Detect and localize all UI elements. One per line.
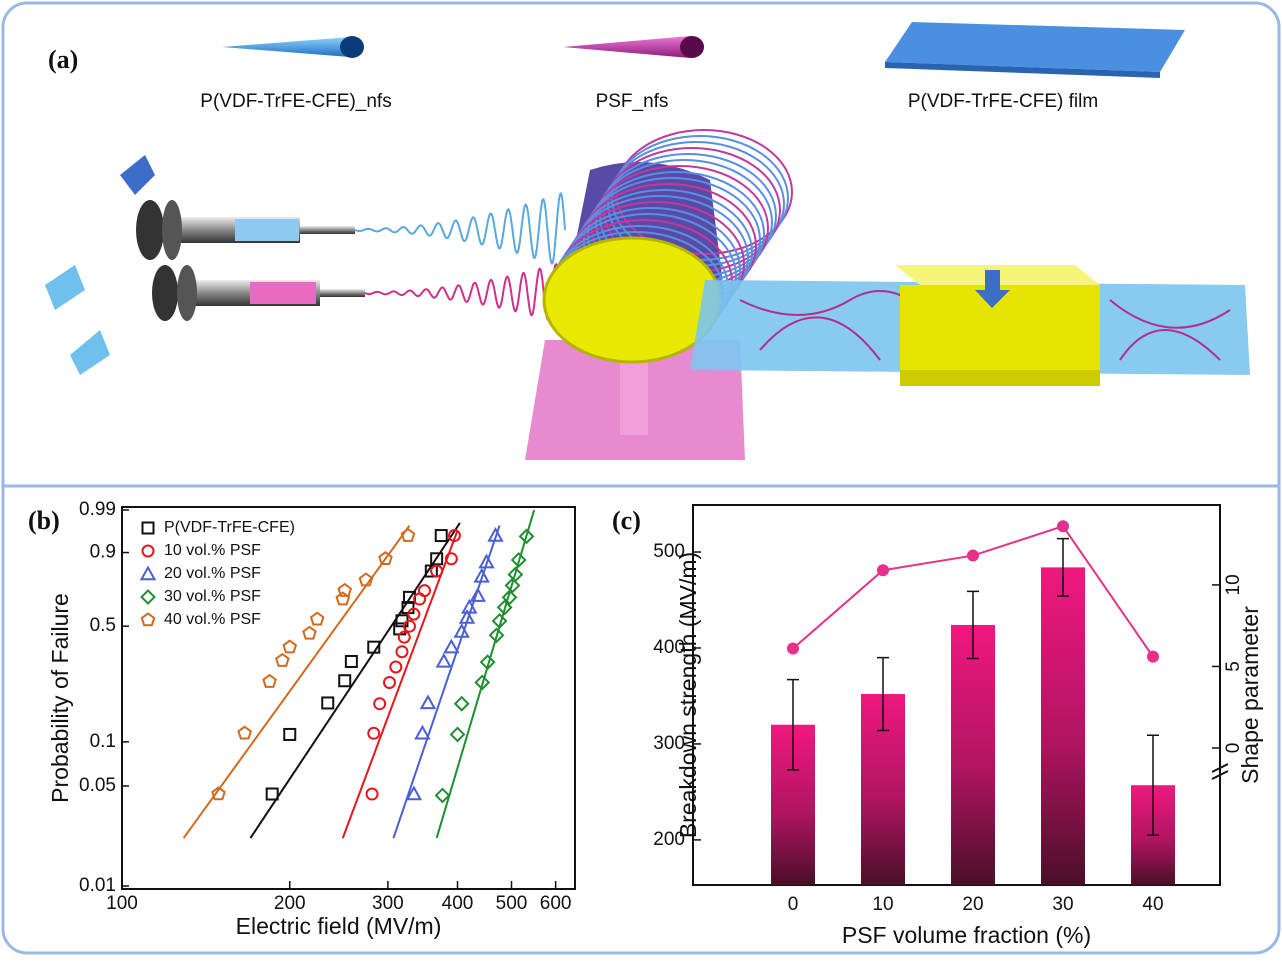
bar — [1041, 567, 1085, 885]
point — [368, 728, 379, 739]
y-axis-label: Probability of Failure — [47, 593, 73, 803]
point — [419, 585, 430, 596]
x-tick-label: 10 — [872, 894, 893, 915]
panel-label: (b) — [28, 506, 60, 535]
legend-marker — [142, 568, 155, 580]
point — [445, 641, 458, 653]
point — [877, 564, 889, 576]
y-tick-label: 0.1 — [90, 731, 116, 752]
legend-label: 10 vol.% PSF — [164, 542, 261, 559]
legend-label: 30 vol.% PSF — [164, 588, 261, 605]
point — [384, 677, 395, 688]
point — [967, 550, 979, 562]
legend-marker — [142, 614, 154, 626]
legend-marker — [143, 523, 154, 534]
weibull-plot: 100 200 300 400 500 600 0.01 0.05 0.1 0.5 0.9 0.99 E… — [28, 499, 575, 939]
legend-marker — [143, 546, 154, 557]
legend-label: P(VDF-TrFE-CFE) — [164, 519, 295, 536]
point — [284, 729, 295, 740]
y-tick-label: 0.99 — [79, 499, 116, 520]
point — [1057, 520, 1069, 532]
legend-label: P(VDF-TrFE-CFE) film — [908, 91, 1098, 112]
y-tick-label: 0.5 — [90, 615, 116, 636]
figure: (a) P(VDF-TrFE-CFE)_nfs PSF_nfs P(VDF-Tr… — [0, 0, 1282, 956]
schematic — [45, 22, 1250, 460]
point — [238, 727, 250, 739]
x-tick-label: 30 — [1052, 894, 1073, 915]
panel-label: (a) — [48, 45, 78, 74]
x-tick-label: 400 — [442, 893, 474, 914]
point — [396, 646, 407, 657]
y2-tick-label: 10 — [1223, 574, 1244, 595]
point — [390, 661, 401, 672]
point — [471, 589, 484, 601]
point — [455, 697, 468, 710]
legend-label: 20 vol.% PSF — [164, 565, 261, 582]
point — [263, 675, 275, 687]
point — [367, 789, 378, 800]
point — [303, 627, 315, 639]
y-tick-label: 0.05 — [79, 775, 116, 796]
point — [416, 727, 429, 739]
x-tick-label: 20 — [962, 894, 983, 915]
legend-label: 40 vol.% PSF — [164, 611, 261, 628]
x-axis-label: PSF volume fraction (%) — [842, 922, 1091, 948]
x-tick-label: 200 — [274, 893, 306, 914]
x-tick-label: 0 — [788, 894, 799, 915]
frame — [3, 3, 1279, 953]
point — [322, 697, 333, 708]
x-tick-label: 300 — [372, 893, 404, 914]
point — [339, 675, 350, 686]
point — [451, 728, 464, 741]
x-tick-label: 600 — [540, 893, 572, 914]
point — [437, 655, 450, 667]
y-tick-label: 0.9 — [90, 542, 116, 563]
panel-label: (c) — [612, 506, 641, 535]
x-tick-label: 100 — [106, 893, 138, 914]
point — [276, 654, 288, 666]
y-axis-label: Breakdown strength (MV/m) — [675, 552, 701, 838]
point — [346, 656, 357, 667]
legend-marker — [142, 591, 155, 604]
bar — [951, 625, 995, 885]
point — [436, 530, 447, 541]
point — [374, 698, 385, 709]
y2-axis-label: Shape parameter — [1237, 606, 1263, 784]
point — [311, 613, 323, 625]
point — [787, 643, 799, 655]
x-tick-label: 500 — [496, 893, 528, 914]
point — [421, 696, 434, 708]
x-tick-label: 40 — [1142, 894, 1163, 915]
y-tick-label: 0.01 — [79, 875, 116, 896]
fit-line — [250, 523, 459, 838]
point — [284, 641, 296, 653]
x-axis-label: Electric field (MV/m) — [236, 913, 442, 939]
point — [1147, 651, 1159, 663]
point — [337, 593, 349, 605]
legend-label: PSF_nfs — [596, 91, 669, 112]
legend-label: P(VDF-TrFE-CFE)_nfs — [200, 91, 391, 112]
